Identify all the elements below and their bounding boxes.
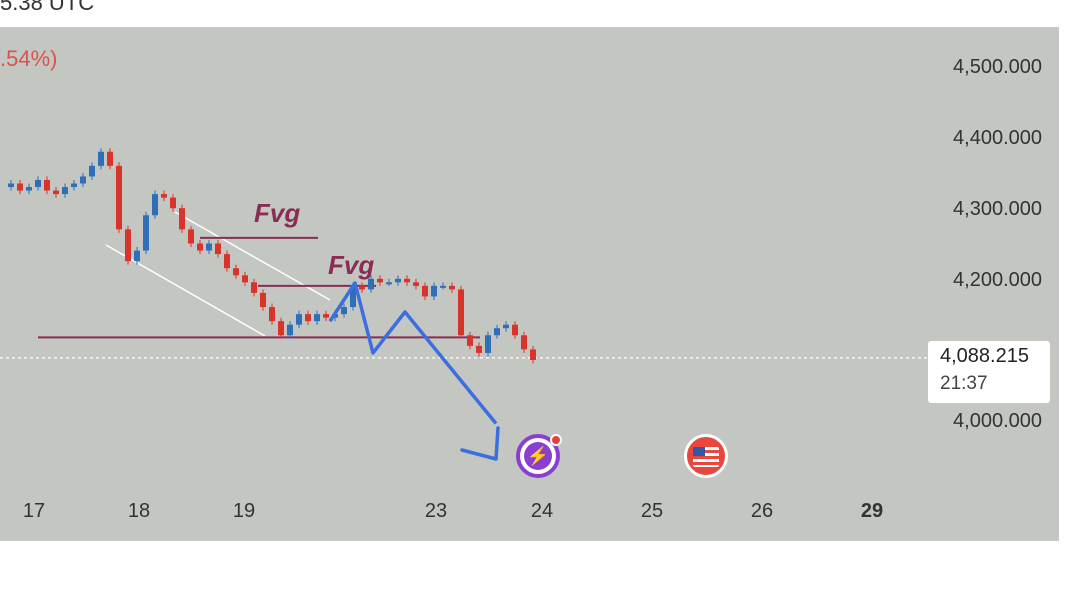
candle-body	[80, 176, 86, 184]
candle-body	[341, 307, 347, 315]
flag-canton-icon	[693, 447, 705, 456]
candle-body	[98, 151, 104, 166]
candle-body	[359, 285, 365, 290]
candle-body	[152, 194, 158, 216]
y-tick-label: 4,200.000	[953, 269, 1042, 291]
candle-body	[107, 151, 113, 166]
candle-body	[296, 314, 302, 325]
candle-body	[440, 285, 446, 288]
candle-body	[476, 345, 482, 353]
x-tick-label: 25	[640, 500, 664, 522]
candle-body	[305, 314, 311, 322]
candle-body	[269, 307, 275, 322]
candle-body	[17, 183, 23, 191]
candle-body	[134, 250, 140, 262]
x-tick-label: 17	[22, 500, 46, 522]
candle-body	[503, 324, 509, 329]
y-tick-label: 4,000.000	[953, 410, 1042, 432]
candle-body	[179, 208, 185, 230]
candle-body	[161, 194, 167, 198]
candle-body	[467, 335, 473, 346]
arrow-head-icon	[460, 426, 500, 461]
candle-body	[458, 289, 464, 336]
candle-body	[431, 285, 437, 297]
candle-body	[251, 282, 257, 293]
candle-body	[170, 197, 176, 209]
candle-body	[521, 335, 527, 350]
us-flag-event-icon[interactable]	[684, 434, 728, 478]
y-tick-label: 4,300.000	[953, 198, 1042, 220]
candle-body	[8, 183, 14, 188]
candle-body	[197, 243, 203, 251]
channel-lower-line	[105, 244, 266, 337]
candle-body	[35, 179, 41, 188]
projection-arrow-line	[328, 281, 498, 425]
y-tick-label: 4,500.000	[953, 56, 1042, 78]
y-tick-label: 4,400.000	[953, 127, 1042, 149]
time-readout: 5.38 UTC	[0, 0, 95, 15]
candle-body	[71, 183, 77, 188]
candle-body	[422, 285, 428, 297]
candle-body	[143, 215, 149, 251]
x-tick-label: 23	[424, 500, 448, 522]
candle-body	[323, 314, 329, 318]
lightning-icon: ⚡	[524, 442, 552, 470]
candle-body	[404, 278, 410, 283]
current-price: 4,088.215	[940, 345, 1029, 367]
candle-body	[350, 285, 356, 308]
candle-body	[89, 165, 95, 177]
candle-body	[287, 324, 293, 336]
candle-body	[44, 179, 50, 191]
candle-body	[314, 314, 320, 322]
x-tick-label: 24	[530, 500, 554, 522]
x-tick-label: 26	[750, 500, 774, 522]
candle-body	[53, 190, 59, 195]
fvg-label-lower: Fvg	[328, 250, 375, 280]
candle-body	[368, 278, 374, 290]
fvg-label-upper: Fvg	[254, 198, 301, 228]
notification-dot-icon	[550, 434, 562, 446]
candle-body	[188, 229, 194, 244]
candle-body	[62, 187, 68, 195]
current-price-box: 4,088.215 21:37	[928, 341, 1050, 403]
candle-body	[26, 187, 32, 191]
x-tick-label: 18	[127, 500, 151, 522]
candle-body	[260, 292, 266, 308]
candle-body	[242, 275, 248, 283]
candle-body	[224, 254, 230, 269]
candle-body	[512, 324, 518, 336]
x-tick-label: 19	[232, 500, 256, 522]
candle-body	[233, 268, 239, 276]
candle-body	[377, 278, 383, 283]
candle-countdown: 21:37	[940, 373, 988, 394]
candle-body	[125, 229, 131, 262]
candle-body	[485, 335, 491, 353]
candle-body	[413, 282, 419, 286]
candle-body	[278, 321, 284, 336]
candle-body	[530, 349, 536, 360]
candle-body	[215, 243, 221, 255]
x-tick-label: 29	[860, 500, 884, 522]
price-change-percent: .54%)	[0, 46, 58, 71]
lightning-event-icon[interactable]: ⚡	[516, 434, 562, 478]
candle-body	[494, 328, 500, 336]
candle-body	[206, 243, 212, 251]
candle-body	[395, 278, 401, 283]
candle-body	[116, 165, 122, 230]
candle-body	[386, 282, 392, 285]
candle-body	[449, 285, 455, 290]
